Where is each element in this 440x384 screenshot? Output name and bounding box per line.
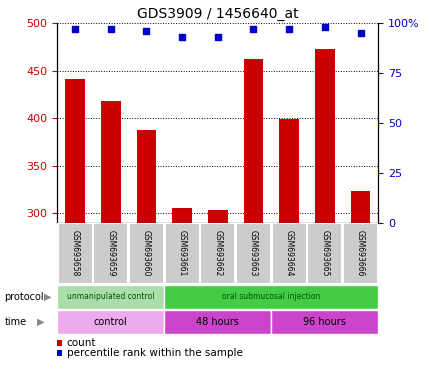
Point	[179, 34, 186, 40]
FancyBboxPatch shape	[200, 223, 235, 283]
Text: GSM693660: GSM693660	[142, 230, 151, 277]
Bar	[136, 129, 156, 223]
FancyBboxPatch shape	[58, 223, 92, 283]
Text: GSM693661: GSM693661	[178, 230, 187, 276]
Text: GSM693665: GSM693665	[320, 230, 330, 277]
Text: GSM693666: GSM693666	[356, 230, 365, 277]
Point	[107, 26, 114, 32]
FancyBboxPatch shape	[129, 223, 164, 283]
Text: control: control	[94, 316, 128, 327]
Text: oral submucosal injection: oral submucosal injection	[222, 292, 320, 301]
Text: count: count	[66, 338, 96, 348]
FancyBboxPatch shape	[57, 285, 164, 309]
Point	[72, 26, 79, 32]
Text: 48 hours: 48 hours	[196, 316, 239, 327]
Point	[286, 26, 293, 32]
Title: GDS3909 / 1456640_at: GDS3909 / 1456640_at	[137, 7, 299, 21]
Text: ▶: ▶	[37, 316, 45, 327]
Bar	[208, 210, 227, 223]
FancyBboxPatch shape	[164, 310, 271, 334]
FancyBboxPatch shape	[236, 223, 271, 283]
Point	[143, 28, 150, 34]
Bar	[279, 119, 299, 223]
Bar	[351, 191, 370, 223]
FancyBboxPatch shape	[165, 223, 200, 283]
Text: percentile rank within the sample: percentile rank within the sample	[66, 348, 242, 358]
Text: unmanipulated control: unmanipulated control	[67, 292, 154, 301]
FancyBboxPatch shape	[308, 223, 342, 283]
FancyBboxPatch shape	[93, 223, 128, 283]
Bar	[65, 79, 85, 223]
Point	[250, 26, 257, 32]
Text: GSM693664: GSM693664	[285, 230, 293, 277]
Bar	[244, 59, 263, 223]
Text: GSM693658: GSM693658	[70, 230, 80, 276]
Text: GSM693663: GSM693663	[249, 230, 258, 277]
Text: GSM693659: GSM693659	[106, 230, 115, 277]
Text: GSM693662: GSM693662	[213, 230, 222, 276]
FancyBboxPatch shape	[271, 223, 307, 283]
Bar	[172, 209, 192, 223]
FancyBboxPatch shape	[164, 285, 378, 309]
Text: time: time	[4, 316, 26, 327]
Text: 96 hours: 96 hours	[304, 316, 346, 327]
FancyBboxPatch shape	[271, 310, 378, 334]
Bar	[101, 101, 121, 223]
Text: ▶: ▶	[44, 291, 51, 302]
Bar	[315, 49, 335, 223]
FancyBboxPatch shape	[57, 310, 164, 334]
Point	[321, 24, 328, 30]
Point	[357, 30, 364, 36]
Text: protocol: protocol	[4, 291, 44, 302]
Point	[214, 34, 221, 40]
FancyBboxPatch shape	[343, 223, 378, 283]
